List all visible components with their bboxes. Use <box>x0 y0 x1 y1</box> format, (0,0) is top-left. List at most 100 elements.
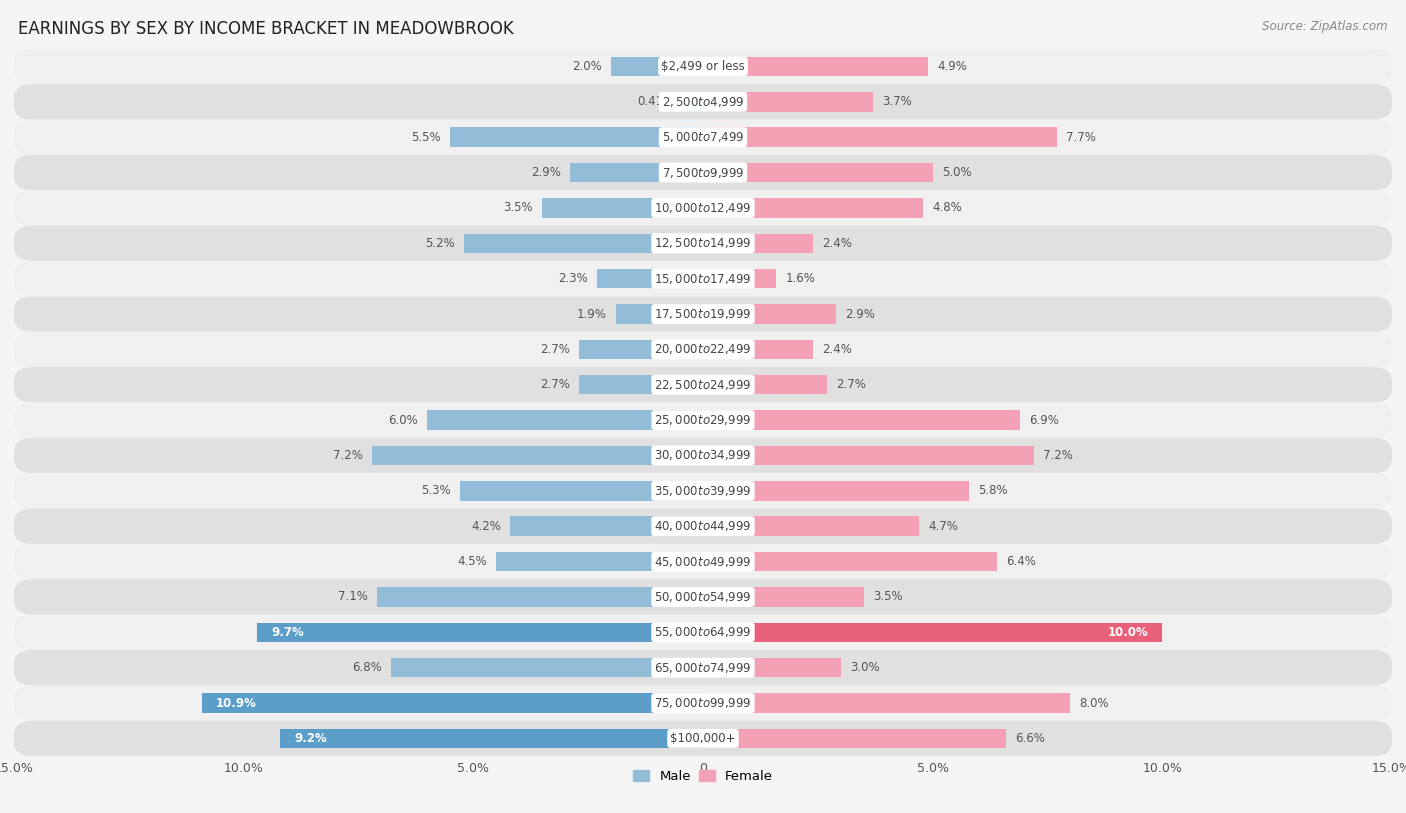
Text: 2.3%: 2.3% <box>558 272 588 285</box>
Text: $75,000 to $99,999: $75,000 to $99,999 <box>654 696 752 710</box>
Text: $7,500 to $9,999: $7,500 to $9,999 <box>662 166 744 180</box>
Text: 0.41%: 0.41% <box>638 95 675 108</box>
FancyBboxPatch shape <box>14 367 1392 402</box>
Text: $65,000 to $74,999: $65,000 to $74,999 <box>654 661 752 675</box>
Text: 3.0%: 3.0% <box>851 661 880 674</box>
FancyBboxPatch shape <box>14 402 1392 437</box>
Text: 5.2%: 5.2% <box>425 237 456 250</box>
Text: 6.0%: 6.0% <box>388 414 418 427</box>
Text: 2.7%: 2.7% <box>540 378 569 391</box>
FancyBboxPatch shape <box>14 297 1392 332</box>
Bar <box>703 658 841 677</box>
Text: 6.8%: 6.8% <box>352 661 381 674</box>
Bar <box>543 198 703 218</box>
Text: 6.6%: 6.6% <box>1015 732 1045 745</box>
FancyBboxPatch shape <box>14 437 1392 473</box>
Text: $30,000 to $34,999: $30,000 to $34,999 <box>654 449 752 463</box>
Bar <box>703 57 928 76</box>
Bar <box>703 163 932 182</box>
Text: $55,000 to $64,999: $55,000 to $64,999 <box>654 625 752 639</box>
FancyBboxPatch shape <box>14 720 1392 756</box>
Text: 2.7%: 2.7% <box>540 343 569 356</box>
Bar <box>703 340 813 359</box>
Bar <box>685 92 703 111</box>
Text: 7.2%: 7.2% <box>333 449 363 462</box>
Text: 10.0%: 10.0% <box>1108 626 1149 639</box>
Bar <box>579 375 703 394</box>
FancyBboxPatch shape <box>14 49 1392 85</box>
Text: $2,500 to $4,999: $2,500 to $4,999 <box>662 95 744 109</box>
Text: $100,000+: $100,000+ <box>671 732 735 745</box>
Bar <box>496 552 703 572</box>
Text: $22,500 to $24,999: $22,500 to $24,999 <box>654 378 752 392</box>
Bar <box>391 658 703 677</box>
Bar <box>703 587 863 606</box>
Bar <box>703 375 827 394</box>
Bar <box>703 552 997 572</box>
Text: 8.0%: 8.0% <box>1080 697 1109 710</box>
Text: EARNINGS BY SEX BY INCOME BRACKET IN MEADOWBROOK: EARNINGS BY SEX BY INCOME BRACKET IN MEA… <box>18 20 515 38</box>
Text: 6.9%: 6.9% <box>1029 414 1059 427</box>
Text: $20,000 to $22,499: $20,000 to $22,499 <box>654 342 752 356</box>
Bar <box>703 481 969 501</box>
FancyBboxPatch shape <box>14 155 1392 190</box>
Text: 4.5%: 4.5% <box>457 555 486 568</box>
Bar <box>703 728 1007 748</box>
Bar <box>427 411 703 430</box>
Text: 7.1%: 7.1% <box>337 590 368 603</box>
Text: Source: ZipAtlas.com: Source: ZipAtlas.com <box>1263 20 1388 33</box>
Bar <box>703 411 1019 430</box>
Text: 2.9%: 2.9% <box>530 166 561 179</box>
Text: 4.2%: 4.2% <box>471 520 501 533</box>
Text: $10,000 to $12,499: $10,000 to $12,499 <box>654 201 752 215</box>
Text: $15,000 to $17,499: $15,000 to $17,499 <box>654 272 752 285</box>
Bar <box>703 269 776 289</box>
Bar <box>579 340 703 359</box>
Bar <box>598 269 703 289</box>
Bar <box>703 693 1070 713</box>
FancyBboxPatch shape <box>14 615 1392 650</box>
Text: 1.9%: 1.9% <box>576 307 606 320</box>
FancyBboxPatch shape <box>14 120 1392 155</box>
Bar <box>703 128 1057 147</box>
Text: 3.5%: 3.5% <box>503 202 533 215</box>
Text: 9.7%: 9.7% <box>271 626 304 639</box>
Bar <box>703 446 1033 465</box>
FancyBboxPatch shape <box>14 473 1392 509</box>
Bar <box>703 92 873 111</box>
Text: 10.9%: 10.9% <box>217 697 257 710</box>
Bar <box>377 587 703 606</box>
Text: $5,000 to $7,499: $5,000 to $7,499 <box>662 130 744 144</box>
Text: 5.8%: 5.8% <box>979 485 1008 498</box>
Text: $45,000 to $49,999: $45,000 to $49,999 <box>654 554 752 568</box>
FancyBboxPatch shape <box>14 261 1392 297</box>
Bar <box>612 57 703 76</box>
Text: 5.0%: 5.0% <box>942 166 972 179</box>
Text: 2.9%: 2.9% <box>845 307 876 320</box>
Text: $25,000 to $29,999: $25,000 to $29,999 <box>654 413 752 427</box>
Text: 2.4%: 2.4% <box>823 343 852 356</box>
Legend: Male, Female: Male, Female <box>627 765 779 789</box>
Text: 6.4%: 6.4% <box>1007 555 1036 568</box>
Text: $50,000 to $54,999: $50,000 to $54,999 <box>654 590 752 604</box>
Text: 4.9%: 4.9% <box>938 60 967 73</box>
Bar <box>280 728 703 748</box>
Bar <box>464 233 703 253</box>
Bar <box>703 623 1163 642</box>
Text: $35,000 to $39,999: $35,000 to $39,999 <box>654 484 752 498</box>
FancyBboxPatch shape <box>14 85 1392 120</box>
Text: 5.5%: 5.5% <box>412 131 441 144</box>
Text: 2.7%: 2.7% <box>837 378 866 391</box>
Text: $40,000 to $44,999: $40,000 to $44,999 <box>654 520 752 533</box>
Bar <box>616 304 703 324</box>
Text: 1.6%: 1.6% <box>786 272 815 285</box>
Bar <box>703 198 924 218</box>
Text: 7.2%: 7.2% <box>1043 449 1073 462</box>
Bar <box>703 304 837 324</box>
FancyBboxPatch shape <box>14 579 1392 615</box>
Text: $2,499 or less: $2,499 or less <box>661 60 745 73</box>
FancyBboxPatch shape <box>14 650 1392 685</box>
Text: 7.7%: 7.7% <box>1066 131 1095 144</box>
FancyBboxPatch shape <box>14 332 1392 367</box>
Bar <box>703 516 920 536</box>
